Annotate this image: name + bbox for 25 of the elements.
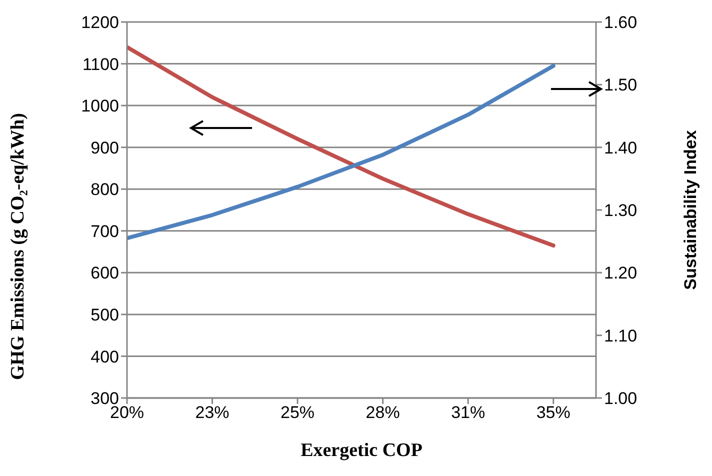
y2-tick-label: 1.20 — [604, 264, 638, 283]
y-tick-label: 800 — [90, 180, 119, 200]
y-tick-label: 500 — [90, 305, 119, 324]
y2-tick-label: 1.10 — [604, 326, 638, 346]
x-axis-title: Exergetic COP — [300, 440, 423, 461]
y2-tick-label: 1.00 — [604, 389, 638, 408]
x-tick-label: 20% — [110, 403, 144, 422]
y2-tick-label: 1.30 — [604, 201, 638, 220]
y-tick-label: 600 — [90, 264, 119, 283]
y-axis-title: GHG Emissions (g CO₂-eq/kWh) — [8, 113, 29, 380]
y2-tick-label: 1.40 — [604, 138, 638, 158]
y-tick-label: 400 — [90, 347, 119, 366]
y2-tick-label: 1.60 — [604, 13, 638, 32]
x-tick-label: 35% — [536, 403, 570, 422]
y2-axis-title: Sustainability Index — [681, 130, 700, 290]
x-tick-label: 25% — [280, 403, 315, 422]
x-tick-label: 31% — [451, 403, 486, 422]
y-tick-label: 900 — [90, 138, 119, 158]
y-tick-label: 1100 — [82, 54, 119, 74]
y-tick-label: 1000 — [81, 96, 119, 116]
x-tick-label: 28% — [366, 403, 400, 422]
y2-tick-label: 1.50 — [604, 76, 638, 95]
y-tick-label: 1200 — [81, 13, 119, 32]
x-tick-label: 23% — [195, 403, 230, 422]
y-tick-label: 700 — [90, 222, 119, 241]
